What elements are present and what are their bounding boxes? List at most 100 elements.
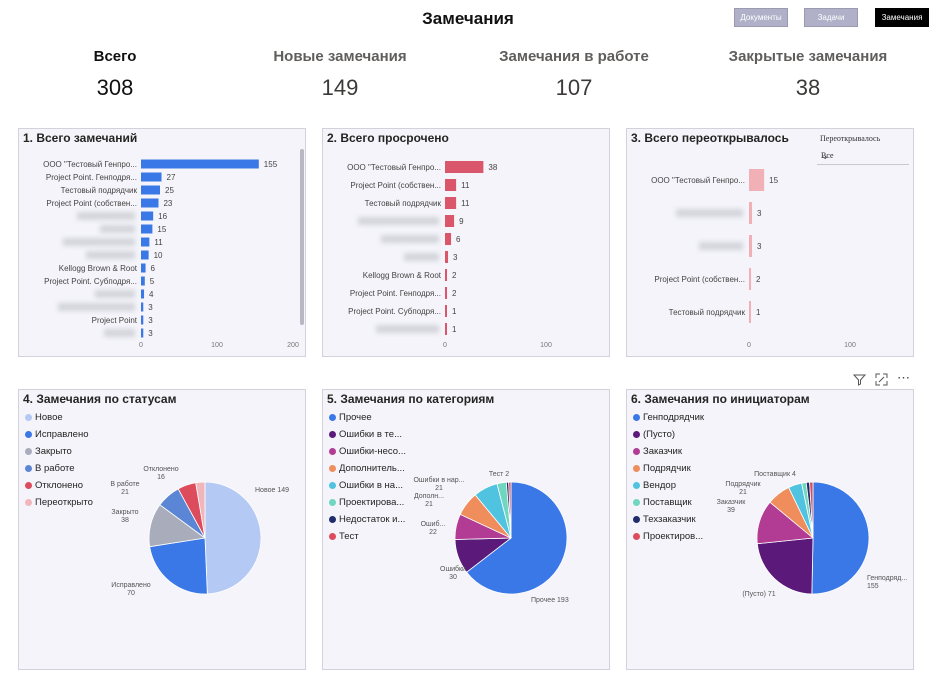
legend-item[interactable]: Новое <box>25 409 93 426</box>
slice-value-label: 21 <box>435 485 443 492</box>
legend-item[interactable]: Отклонено <box>25 477 93 494</box>
legend-label: Отклонено <box>35 480 83 491</box>
legend-item[interactable]: Проектирова... <box>329 494 406 511</box>
bar[interactable] <box>445 215 455 227</box>
nav-tasks-button[interactable]: Задачи <box>804 8 858 27</box>
bar[interactable] <box>749 268 752 290</box>
bar[interactable] <box>141 224 153 234</box>
filter-icon[interactable] <box>852 373 867 389</box>
nav-documents-button[interactable]: Документы <box>734 8 788 27</box>
more-options-icon[interactable]: ⋯ <box>897 370 911 385</box>
chart-reopened[interactable]: 3. Всего переоткрывалось Переоткрывалось… <box>626 128 914 357</box>
legend-item[interactable]: (Пусто) <box>633 426 704 443</box>
legend-marker <box>633 465 640 472</box>
chart-total-remarks-title: 1. Всего замечаний <box>23 131 138 145</box>
bar[interactable] <box>445 323 447 335</box>
bar[interactable] <box>141 315 144 325</box>
slice-value-label: 38 <box>121 517 129 524</box>
legend-by-status: Новое Исправлено Закрыто В работе Отклонено П… <box>25 409 93 511</box>
legend-item[interactable]: Поставщик <box>633 494 704 511</box>
chart-by-category-title: 5. Замечания по категориям <box>327 392 495 406</box>
bar[interactable] <box>141 289 145 299</box>
bar[interactable] <box>445 305 447 317</box>
chevron-down-icon: ⌄ <box>821 151 830 162</box>
pie-slice[interactable] <box>809 481 814 539</box>
legend-item[interactable]: Подрядчик <box>633 460 704 477</box>
chart-by-initiator[interactable]: 6. Замечания по инициаторам Генподрядчик… <box>626 389 914 670</box>
legend-label: Ошибки в те... <box>339 429 402 440</box>
legend-item[interactable]: Ошибки в на... <box>329 477 406 494</box>
legend-marker <box>25 448 32 455</box>
bar[interactable] <box>445 161 484 173</box>
bar-value-label: 10 <box>154 251 163 260</box>
bar[interactable] <box>749 235 753 257</box>
pie-slice[interactable] <box>195 481 206 539</box>
bar[interactable] <box>141 198 159 208</box>
bar[interactable] <box>749 202 753 224</box>
chart-scrollbar[interactable] <box>300 149 304 325</box>
legend-marker <box>329 482 336 489</box>
bar[interactable] <box>141 172 162 182</box>
legend-marker <box>329 448 336 455</box>
legend-item[interactable]: Проектиров... <box>633 528 704 545</box>
legend-item[interactable]: Ошибки в те... <box>329 426 406 443</box>
legend-item[interactable]: В работе <box>25 460 93 477</box>
bar-value-label: 3 <box>148 303 153 312</box>
bar[interactable] <box>749 301 751 323</box>
legend-item[interactable]: Прочее <box>329 409 406 426</box>
bar[interactable] <box>141 276 145 286</box>
bar[interactable] <box>141 263 146 273</box>
slice-value-label: 16 <box>157 474 165 481</box>
legend-label: Поставщик <box>643 497 692 508</box>
legend-item[interactable]: Вендор <box>633 477 704 494</box>
x-tick-label: 0 <box>139 342 143 349</box>
legend-marker <box>633 499 640 506</box>
chart-total-remarks[interactable]: 1. Всего замечаний 0 100 200 155 ООО "Тестов… <box>18 128 306 357</box>
bar[interactable] <box>141 237 150 247</box>
bar[interactable] <box>141 250 149 260</box>
legend-item[interactable]: Закрыто <box>25 443 93 460</box>
pie-slice[interactable] <box>756 537 814 595</box>
bar[interactable] <box>445 233 452 245</box>
bar[interactable] <box>141 185 160 195</box>
pie-slice[interactable] <box>466 481 568 595</box>
bar[interactable] <box>141 159 259 169</box>
bar[interactable] <box>445 197 457 209</box>
legend-item[interactable]: Недостаток и... <box>329 511 406 528</box>
pie-slice[interactable] <box>204 481 262 595</box>
nav-remarks-button[interactable]: Замечания <box>875 8 929 27</box>
bar[interactable] <box>445 251 449 263</box>
pie-slice[interactable] <box>149 537 208 595</box>
reopened-slicer-dropdown[interactable]: Все ⌄ <box>817 149 909 165</box>
chart-by-category[interactable]: 5. Замечания по категориям Прочее Ошибки … <box>322 389 610 670</box>
bar[interactable] <box>141 302 144 312</box>
legend-marker <box>633 516 640 523</box>
pie-slice[interactable] <box>811 481 870 595</box>
bar[interactable] <box>749 169 765 191</box>
bar[interactable] <box>141 328 144 338</box>
redacted-category-label <box>376 325 439 333</box>
focus-mode-icon[interactable] <box>875 373 888 389</box>
legend-item[interactable]: Техзаказчик <box>633 511 704 528</box>
slice-label: Тест 2 <box>489 471 509 478</box>
legend-marker <box>25 465 32 472</box>
legend-item[interactable]: Переоткрыто <box>25 494 93 511</box>
bar[interactable] <box>445 287 448 299</box>
chart-overdue[interactable]: 2. Всего просрочено 0 100 38 ООО "Тестовый … <box>322 128 610 357</box>
bar[interactable] <box>445 269 448 281</box>
slice-label: Ошибки в нар... <box>413 476 464 484</box>
legend-item[interactable]: Заказчик <box>633 443 704 460</box>
pie-slice[interactable] <box>508 481 512 539</box>
redacted-category-label <box>95 290 135 298</box>
legend-item[interactable]: Генподрядчик <box>633 409 704 426</box>
bar[interactable] <box>445 179 457 191</box>
legend-item[interactable]: Тест <box>329 528 406 545</box>
legend-item[interactable]: Исправлено <box>25 426 93 443</box>
bar[interactable] <box>141 211 154 221</box>
legend-item[interactable]: Дополнитель... <box>329 460 406 477</box>
legend-item[interactable]: Ошибки-несо... <box>329 443 406 460</box>
chart-by-status[interactable]: 4. Замечания по статусам Новое Исправлено… <box>18 389 306 670</box>
category-label: Project Point (собствен... <box>350 181 441 190</box>
category-label: ООО "Тестовый Генпро... <box>43 160 137 169</box>
